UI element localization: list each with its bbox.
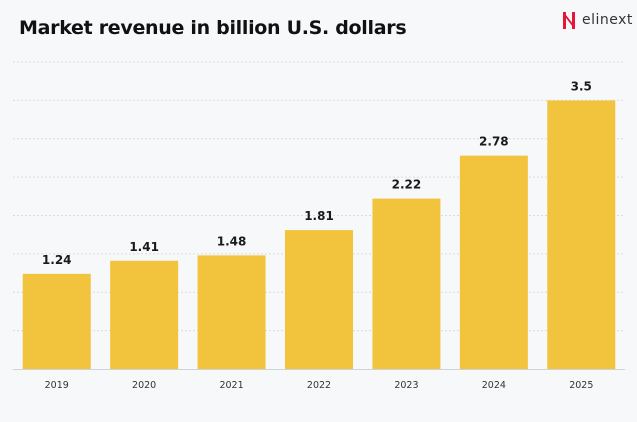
data-label: 2.78 [479,135,509,149]
x-tick-label: 2023 [394,380,418,391]
x-tick-label: 2025 [569,380,593,391]
data-label: 1.24 [42,253,72,267]
elinext-logo: elinext [562,10,633,30]
bar [22,273,91,369]
bar [197,255,266,369]
x-tick-label: 2019 [45,380,69,391]
x-tick-label: 2024 [482,380,506,391]
data-label: 3.5 [571,79,592,93]
bar [372,198,441,369]
x-tick-label: 2022 [307,380,331,391]
data-label: 1.41 [129,240,159,254]
elinext-logo-text: elinext [582,12,633,28]
bar [285,230,353,369]
elinext-logo-icon [563,12,575,29]
x-tick-label: 2021 [219,380,243,391]
data-label: 1.81 [304,209,334,223]
data-label: 1.48 [217,234,247,248]
bar [110,260,179,369]
chart-title: Market revenue in billion U.S. dollars [19,17,407,39]
x-tick-label: 2020 [132,380,156,391]
bar [459,155,528,369]
data-label: 2.22 [392,178,422,192]
bar [547,100,616,369]
